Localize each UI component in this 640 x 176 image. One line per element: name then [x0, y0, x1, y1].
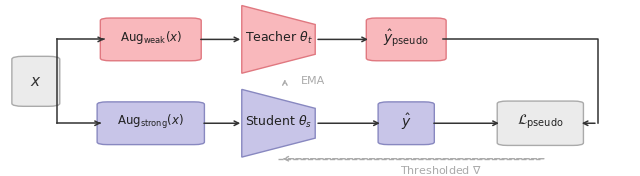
FancyBboxPatch shape — [497, 101, 584, 145]
FancyBboxPatch shape — [378, 102, 435, 145]
Text: $\hat{y}_{\mathrm{pseudo}}$: $\hat{y}_{\mathrm{pseudo}}$ — [383, 27, 429, 49]
Text: $\mathrm{Aug}_{\mathrm{weak}}(x)$: $\mathrm{Aug}_{\mathrm{weak}}(x)$ — [120, 29, 182, 46]
Polygon shape — [242, 89, 316, 157]
Text: $x$: $x$ — [30, 74, 42, 89]
Text: Thresholded $\nabla$: Thresholded $\nabla$ — [401, 164, 483, 176]
Text: EMA: EMA — [301, 76, 325, 86]
Text: $\hat{y}$: $\hat{y}$ — [401, 112, 412, 132]
Text: Student $\theta_s$: Student $\theta_s$ — [245, 114, 312, 130]
FancyBboxPatch shape — [97, 102, 204, 145]
FancyBboxPatch shape — [100, 18, 201, 61]
Text: Teacher $\theta_t$: Teacher $\theta_t$ — [244, 30, 312, 46]
Polygon shape — [242, 5, 316, 73]
Text: $\mathrm{Aug}_{\mathrm{strong}}(x)$: $\mathrm{Aug}_{\mathrm{strong}}(x)$ — [117, 113, 184, 131]
FancyBboxPatch shape — [366, 18, 446, 61]
FancyBboxPatch shape — [12, 56, 60, 106]
Text: $\mathcal{L}_{\mathrm{pseudo}}$: $\mathcal{L}_{\mathrm{pseudo}}$ — [517, 112, 564, 131]
